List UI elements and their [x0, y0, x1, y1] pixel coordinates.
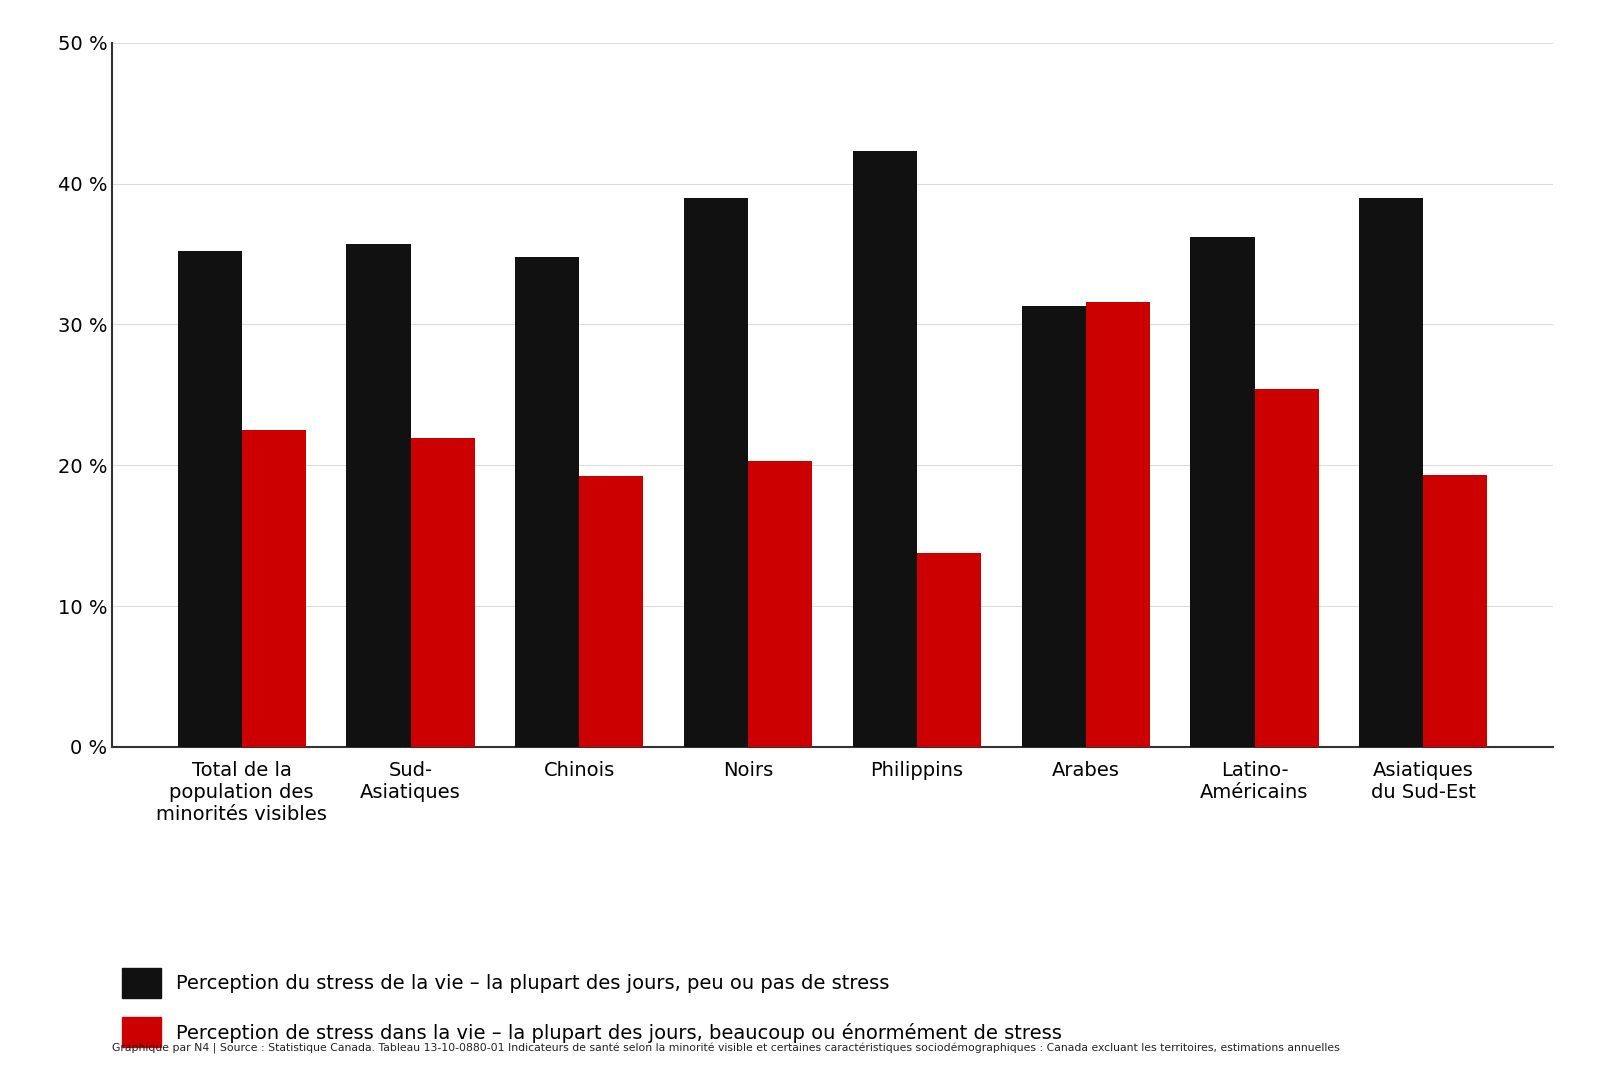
Bar	[1255, 389, 1319, 747]
Bar	[242, 430, 306, 747]
Bar	[346, 244, 410, 747]
Bar	[1085, 302, 1150, 747]
Bar	[853, 152, 917, 747]
Bar	[1191, 237, 1255, 747]
Bar	[684, 197, 748, 747]
Bar	[748, 461, 812, 747]
Bar	[178, 251, 242, 747]
Bar	[580, 477, 644, 747]
Bar	[410, 439, 474, 747]
Bar	[1359, 197, 1423, 747]
Bar	[917, 553, 981, 747]
Text: Graphique par N4 | Source : Statistique Canada. Tableau 13-10-0880-01 Indicateur: Graphique par N4 | Source : Statistique …	[112, 1044, 1340, 1054]
Legend: Perception du stress de la vie – la plupart des jours, peu ou pas de stress, Per: Perception du stress de la vie – la plup…	[122, 968, 1061, 1048]
Bar	[1021, 306, 1085, 747]
Bar	[516, 257, 580, 747]
Bar	[1423, 475, 1487, 747]
